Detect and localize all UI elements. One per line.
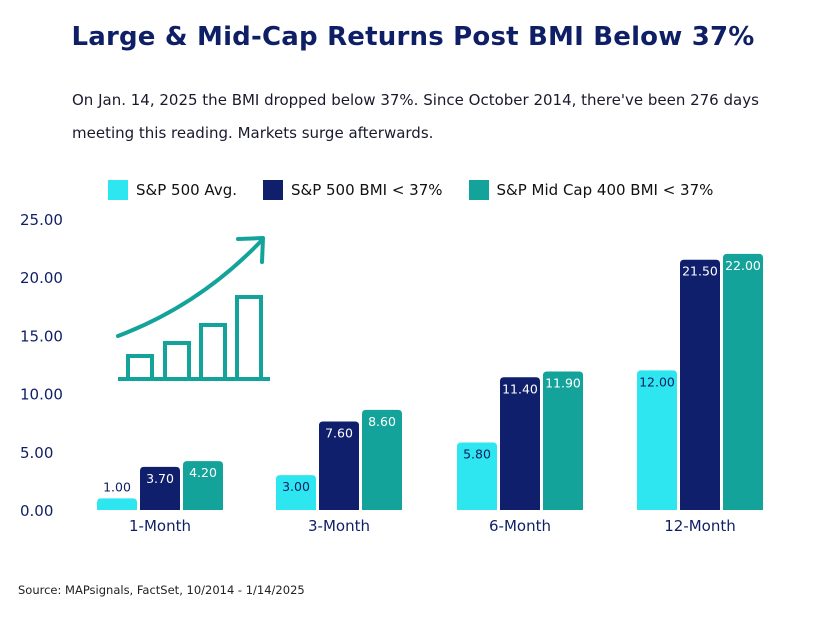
y-tick-label: 20.00	[20, 269, 63, 287]
bar	[500, 377, 540, 510]
subtitle-line-1: On Jan. 14, 2025 the BMI dropped below 3…	[72, 91, 759, 109]
legend-item-midcap-bmi: S&P Mid Cap 400 BMI < 37%	[468, 180, 714, 200]
legend-label-sp500-avg: S&P 500 Avg.	[136, 181, 237, 199]
chart-subtitle: On Jan. 14, 2025 the BMI dropped below 3…	[72, 84, 772, 150]
growth-icon-trend-arrow	[116, 238, 264, 338]
data-label: 3.70	[146, 471, 174, 486]
data-label: 21.50	[682, 264, 718, 279]
legend-label-sp500-bmi: S&P 500 BMI < 37%	[290, 181, 443, 199]
data-label: 5.80	[463, 446, 491, 461]
data-label: 1.00	[103, 479, 131, 494]
growth-icon-bar	[199, 323, 227, 381]
legend-swatch-sp500-bmi	[262, 180, 283, 200]
bar	[276, 475, 316, 510]
x-axis: 1-Month 3-Month 6-Month 12-Month	[129, 517, 736, 535]
bar	[319, 421, 359, 510]
bars: 1.00 3.70 4.20 3.00 7.60 8.60 5.80 11.40 11.90 12…	[97, 253, 763, 511]
growth-icon-arrowhead	[236, 236, 265, 264]
x-tick-label: 1-Month	[129, 517, 191, 535]
x-tick-label: 12-Month	[664, 517, 736, 535]
data-label: 12.00	[639, 374, 675, 389]
growth-icon-bar	[235, 295, 263, 381]
growth-chart-icon	[116, 236, 270, 381]
y-axis: 0.00 5.00 10.00 15.00 20.00 25.00	[20, 211, 63, 520]
data-label: 8.60	[368, 414, 396, 429]
x-tick-label: 6-Month	[489, 517, 551, 535]
bar	[680, 259, 720, 510]
legend-label-midcap-bmi: S&P Mid Cap 400 BMI < 37%	[496, 181, 714, 199]
bar	[97, 498, 137, 510]
chart-legend: S&P 500 Avg. S&P 500 BMI < 37% S&P Mid C…	[108, 180, 739, 200]
data-label: 7.60	[325, 426, 353, 441]
bar	[183, 461, 223, 510]
y-tick-label: 10.00	[20, 386, 63, 404]
bar	[543, 371, 583, 510]
legend-item-sp500-bmi: S&P 500 BMI < 37%	[262, 180, 443, 200]
data-label: 11.40	[502, 381, 538, 396]
subtitle-line-2: meeting this reading. Markets surge afte…	[72, 124, 434, 142]
y-tick-label: 0.00	[20, 502, 53, 520]
x-tick-label: 3-Month	[308, 517, 370, 535]
legend-item-sp500-avg: S&P 500 Avg.	[108, 180, 237, 200]
bar	[362, 409, 402, 510]
data-label: 3.00	[282, 479, 310, 494]
legend-swatch-sp500-avg	[108, 180, 128, 200]
data-label: 4.20	[189, 465, 217, 480]
y-tick-label: 5.00	[20, 444, 53, 462]
data-label: 22.00	[725, 258, 761, 273]
legend-swatch-midcap-bmi	[468, 180, 489, 200]
source-note: Source: MAPsignals, FactSet, 10/2014 - 1…	[18, 583, 305, 597]
bar	[723, 253, 763, 511]
chart-title: Large & Mid-Cap Returns Post BMI Below 3…	[71, 22, 755, 52]
data-label: 11.90	[545, 375, 581, 390]
growth-icon-bar	[163, 341, 191, 381]
growth-icon-bar	[126, 354, 154, 381]
bar	[637, 370, 677, 510]
bar	[457, 442, 497, 510]
y-tick-label: 15.00	[20, 327, 63, 345]
bar	[140, 466, 180, 510]
y-tick-label: 25.00	[20, 211, 63, 229]
